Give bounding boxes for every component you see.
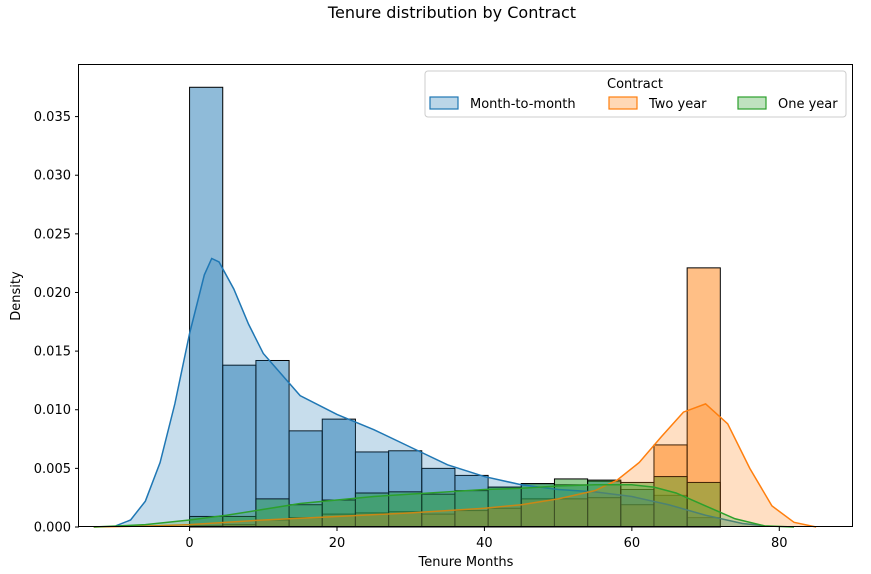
legend-swatch-month-to-month [429,96,459,110]
legend: Contract Month-to-month Two year One year [424,70,847,118]
plot-area [93,86,817,528]
x-axis-label: Tenure Months [418,555,514,570]
plot-frame [78,64,853,527]
y-tick-label-1: 0.005 [34,462,71,477]
x-tick-label-40: 40 [476,536,493,551]
y-tick-label-3: 0.015 [34,345,71,360]
legend-label-one-year: One year [778,97,838,112]
bar-one-year-10 [520,483,555,528]
x-tick-label-80: 80 [771,536,788,551]
y-tick-label-4: 0.020 [34,286,71,301]
bar-one-year-4 [321,499,356,528]
kde-area-two-year [93,403,817,527]
y-tick-label-6: 0.030 [34,169,71,184]
legend-label-two-year: Two year [648,97,707,112]
y-tick-label-0: 0.000 [34,521,71,536]
bar-month-to-month-0 [189,86,224,528]
y-tick-label-5: 0.025 [34,227,71,242]
x-axis: 0 20 40 60 80 [185,527,788,551]
legend-swatch-one-year [737,96,767,110]
kde-area-month-to-month [115,258,765,527]
y-tick-label-2: 0.010 [34,403,71,418]
x-tick-label-20: 20 [329,536,346,551]
x-tick-label-0: 0 [185,536,193,551]
y-axis-label: Density [9,271,24,321]
y-tick-label-7: 0.035 [34,110,71,125]
chart-title: Tenure distribution by Contract [327,3,576,22]
legend-title: Contract [607,77,663,92]
legend-label-month-to-month: Month-to-month [470,97,576,112]
kde-line-month-to-month [115,257,765,527]
bar-one-year-12 [587,479,622,528]
bar-one-year-11 [553,478,589,528]
legend-swatch-two-year [608,96,638,110]
bar-one-year-6 [388,491,423,528]
x-tick-label-60: 60 [624,536,641,551]
legend-frame [424,70,847,118]
kde-area-one-year [93,484,795,527]
bar-month-to-month-1 [222,364,257,528]
y-axis: 0.000 0.005 0.010 0.015 0.020 0.025 0.030 0.035 [34,110,79,536]
kde-line-one-year [93,484,795,528]
